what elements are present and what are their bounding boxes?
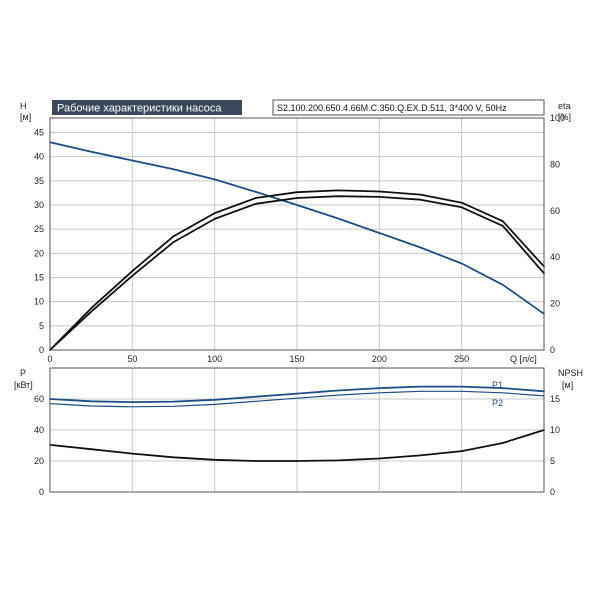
series-line-bottom-0 (49, 385, 545, 403)
top-right-axis-unit: [%] (558, 112, 571, 122)
x-tick-label: 250 (454, 354, 469, 364)
y-left-tick-label: 20 (34, 248, 44, 258)
y-right-tick-label: 5 (550, 456, 555, 466)
bottom-plot-frame (49, 367, 545, 493)
series-line-top-2 (49, 195, 545, 351)
series-label-p2: P2 (492, 398, 503, 408)
top-right-axis-label: eta (558, 101, 571, 111)
y-right-tick-label: 0 (550, 487, 555, 497)
series-label-p1: P1 (492, 380, 503, 390)
series-line-bottom-2 (49, 429, 545, 462)
y-left-tick-label: 5 (39, 321, 44, 331)
y-left-tick-label: 20 (34, 456, 44, 466)
bottom-left-axis-label: P (20, 368, 26, 378)
y-right-tick-label: 10 (550, 425, 560, 435)
bottom-left-axis-unit: [кВт] (14, 380, 33, 390)
y-right-tick-label: 80 (550, 159, 560, 169)
y-right-tick-label: 0 (550, 345, 555, 355)
top-plot-frame (49, 117, 545, 351)
series-layer (49, 141, 545, 462)
y-right-tick-label: 15 (550, 394, 560, 404)
series-line-bottom-1 (49, 390, 545, 408)
series-line-top-1 (49, 189, 545, 351)
y-left-tick-label: 25 (34, 224, 44, 234)
text-layer: 0 50 100 150 200 2500510152025303540450204060… (34, 113, 565, 497)
y-left-tick-label: 10 (34, 297, 44, 307)
grid-layer (50, 118, 545, 493)
y-right-tick-label: 60 (550, 206, 560, 216)
bottom-right-axis-unit: [м] (562, 380, 573, 390)
x-tick-label: 50 (127, 354, 137, 364)
chart-title: Рабочие характеристики насоса (57, 103, 222, 115)
y-left-tick-label: 15 (34, 273, 44, 283)
y-left-tick-label: 40 (34, 152, 44, 162)
top-left-axis-unit: [м] (20, 112, 31, 122)
y-right-tick-label: 100 (550, 113, 565, 123)
y-left-tick-label: 0 (39, 345, 44, 355)
model-label: S2.100.200.650.4.66M.C.350.Q.EX.D.511, 3… (277, 103, 507, 113)
x-tick-label: 100 (207, 354, 222, 364)
x-tick-label: 150 (289, 354, 304, 364)
y-right-tick-label: 40 (550, 252, 560, 262)
y-left-tick-label: 35 (34, 176, 44, 186)
bottom-right-axis-label: NPSH (558, 368, 583, 378)
x-tick-label: 200 (372, 354, 387, 364)
y-left-tick-label: 45 (34, 128, 44, 138)
model-box (272, 99, 545, 116)
title-banner (52, 100, 242, 115)
y-left-tick-label: 60 (34, 394, 44, 404)
x-tick-label: 0 (47, 354, 52, 364)
y-left-tick-label: 0 (39, 487, 44, 497)
top-left-axis-label: H (20, 101, 27, 111)
series-line-top-0 (49, 141, 545, 315)
x-axis-label: Q [л/с] (510, 354, 537, 364)
y-left-tick-label: 40 (34, 425, 44, 435)
y-left-tick-label: 30 (34, 200, 44, 210)
y-right-tick-label: 20 (550, 299, 560, 309)
